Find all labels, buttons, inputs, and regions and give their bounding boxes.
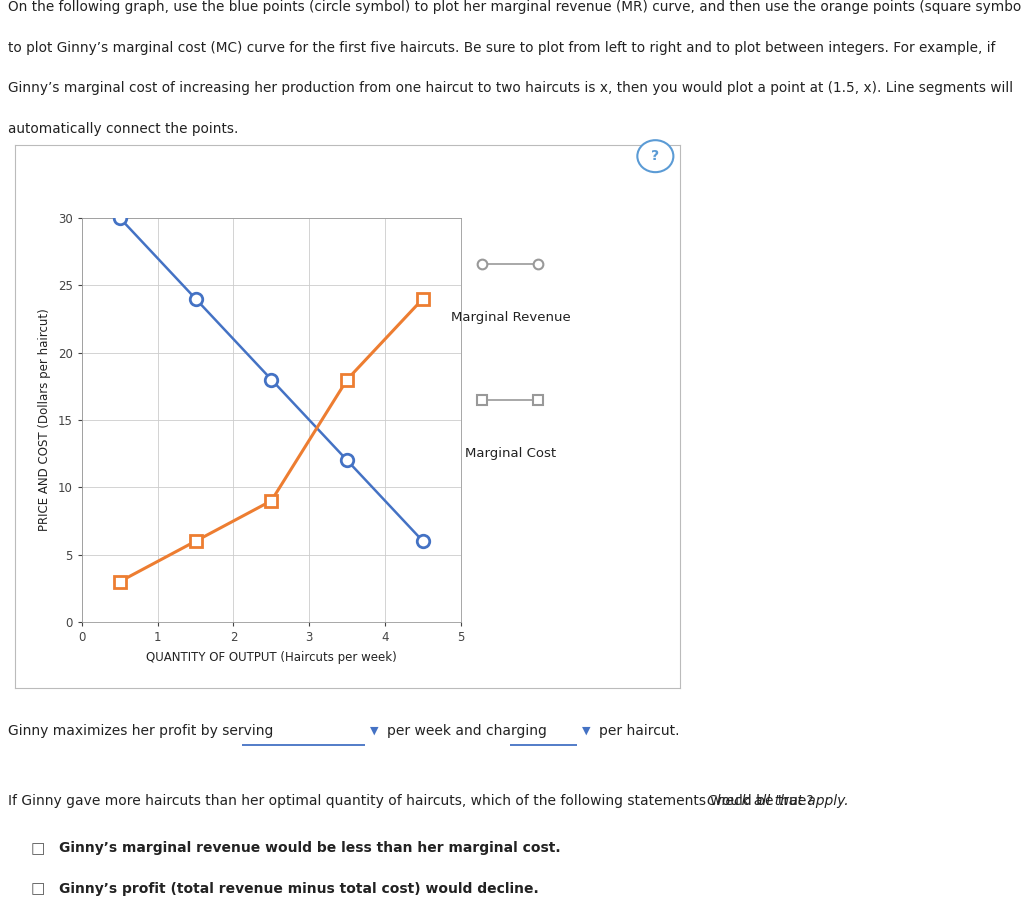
Text: Ginny maximizes her profit by serving: Ginny maximizes her profit by serving [8,724,273,738]
Text: ?: ? [651,149,659,163]
X-axis label: QUANTITY OF OUTPUT (Haircuts per week): QUANTITY OF OUTPUT (Haircuts per week) [146,651,396,664]
Text: to plot Ginny’s marginal cost (MC) curve for the first five haircuts. Be sure to: to plot Ginny’s marginal cost (MC) curve… [8,41,995,54]
Text: Check all that apply.: Check all that apply. [707,794,848,808]
Text: Ginny’s profit (total revenue minus total cost) would decline.: Ginny’s profit (total revenue minus tota… [59,882,540,896]
Text: Ginny’s marginal revenue would be less than her marginal cost.: Ginny’s marginal revenue would be less t… [59,841,561,855]
Text: automatically connect the points.: automatically connect the points. [8,122,239,136]
Text: On the following graph, use the blue points (circle symbol) to plot her marginal: On the following graph, use the blue poi… [8,0,1022,14]
Text: Ginny’s marginal cost of increasing her production from one haircut to two hairc: Ginny’s marginal cost of increasing her … [8,82,1014,95]
Text: ▼: ▼ [582,725,590,735]
Text: Marginal Revenue: Marginal Revenue [452,311,570,324]
Text: □: □ [31,882,45,896]
Circle shape [637,140,674,173]
Text: per haircut.: per haircut. [599,724,680,738]
Y-axis label: PRICE AND COST (Dollars per haircut): PRICE AND COST (Dollars per haircut) [38,309,51,531]
Text: Marginal Cost: Marginal Cost [466,447,556,459]
Text: □: □ [31,841,45,855]
Text: per week and charging: per week and charging [387,724,547,738]
Text: If Ginny gave more haircuts than her optimal quantity of haircuts, which of the : If Ginny gave more haircuts than her opt… [8,794,814,808]
Text: ▼: ▼ [370,725,378,735]
